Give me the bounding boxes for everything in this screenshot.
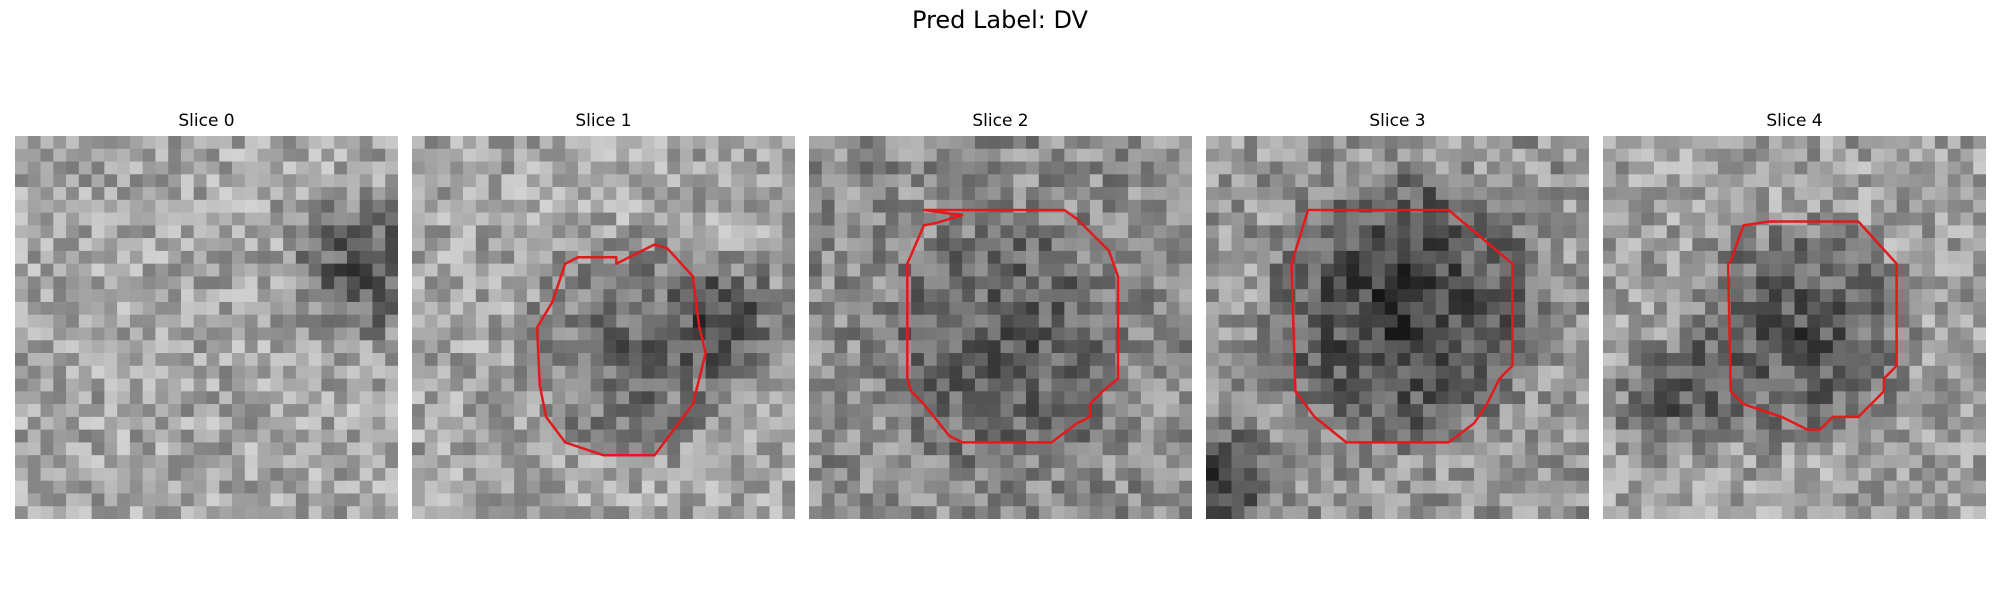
- segmentation-contour: [1726, 220, 1898, 431]
- pixel-grid: [15, 136, 398, 519]
- pixel-grid: [412, 136, 795, 519]
- segmentation-contour: [535, 243, 707, 457]
- slice-image-3: [1206, 136, 1589, 519]
- pixel-grid: [809, 136, 1192, 519]
- slice-image-1: [412, 136, 795, 519]
- slice-image-2: [809, 136, 1192, 519]
- slice-panel-3: Slice 3: [1206, 108, 1589, 519]
- segmentation-contour: [906, 208, 1120, 444]
- slice-title: Slice 4: [1766, 111, 1823, 131]
- slice-title: Slice 1: [575, 111, 632, 131]
- slice-image-4: [1603, 136, 1986, 519]
- segmentation-contour: [1290, 208, 1514, 444]
- pixel-grid: [1206, 136, 1589, 519]
- slice-panel-4: Slice 4: [1603, 108, 1986, 519]
- slice-panel-1: Slice 1: [412, 108, 795, 519]
- figure-title: Pred Label: DV: [912, 6, 1088, 34]
- slice-title: Slice 3: [1369, 111, 1426, 131]
- slice-title: Slice 2: [972, 111, 1029, 131]
- slice-panel-0: Slice 0: [15, 108, 398, 519]
- slice-panel-2: Slice 2: [809, 108, 1192, 519]
- pixel-grid: [1603, 136, 1986, 519]
- slice-title: Slice 0: [178, 111, 235, 131]
- slice-image-0: [15, 136, 398, 519]
